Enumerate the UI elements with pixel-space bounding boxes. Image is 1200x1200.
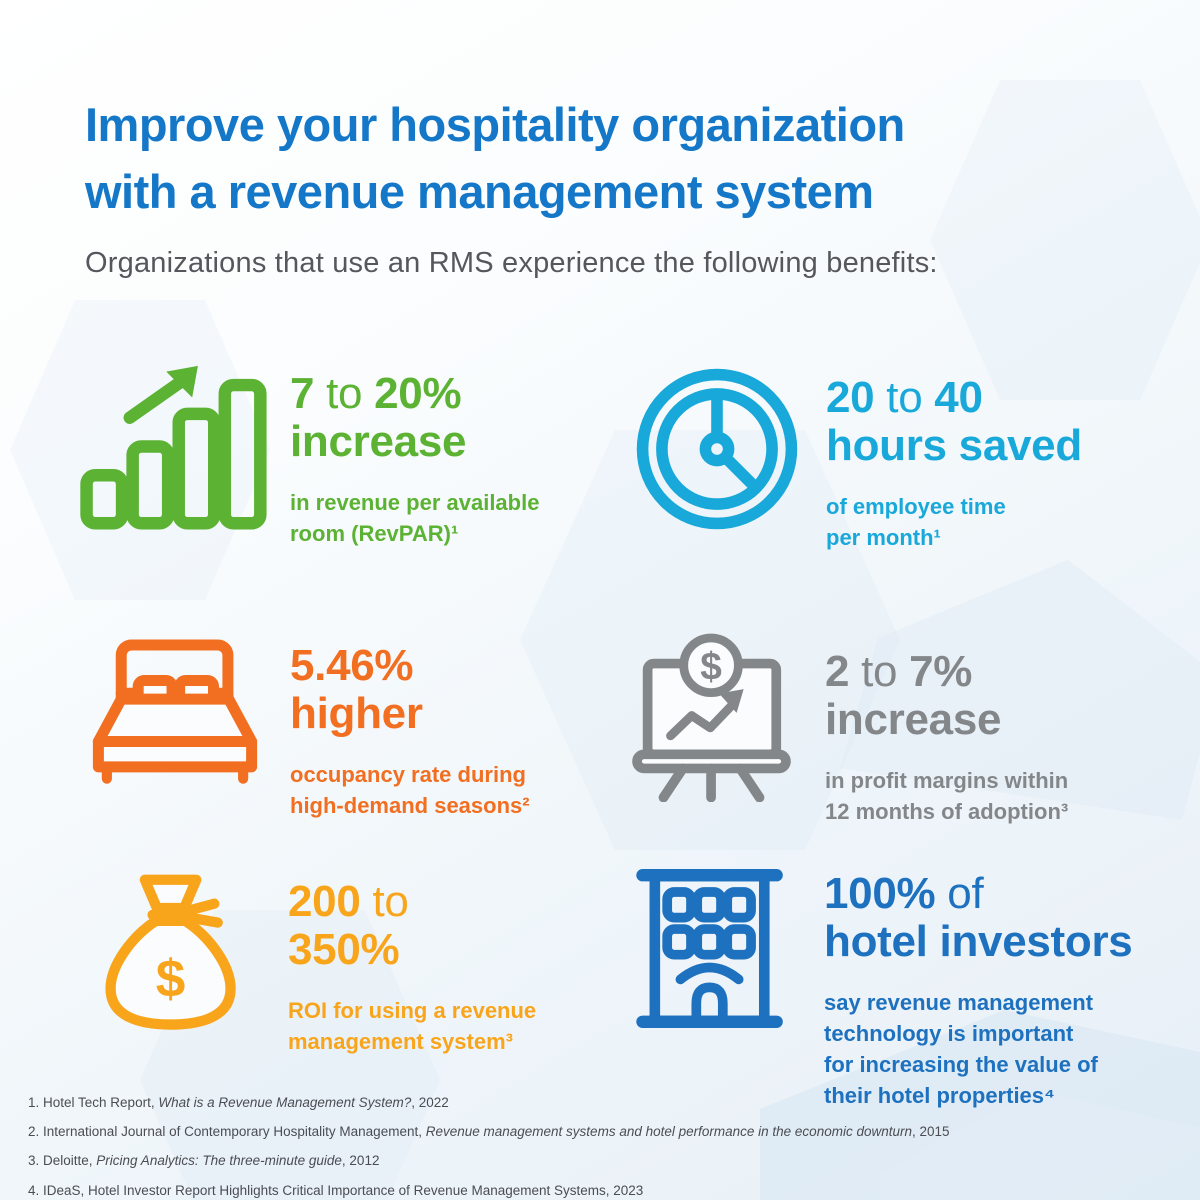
stat-occupancy-rate: 5.46% higher occupancy rate during high-… — [84, 638, 530, 821]
bed-icon — [84, 638, 266, 784]
stat-text: 7 to 20% increase in revenue per availab… — [290, 369, 540, 549]
stat-headline-line2: higher — [290, 689, 423, 739]
stat-revpar-increase: 7 to 20% increase in revenue per availab… — [76, 360, 539, 549]
stat-description: in profit margins within 12 months of ad… — [825, 767, 1069, 825]
stat-headline: 200 to — [288, 877, 409, 926]
stat-description: say revenue management technology is imp… — [824, 989, 1098, 1109]
header: Improve your hospitality organization wi… — [85, 92, 1145, 280]
stat-text: 100% of hotel investors say revenue mana… — [824, 869, 1133, 1112]
svg-text:$: $ — [700, 646, 722, 689]
stat-description: ROI for using a revenue management syste… — [288, 997, 537, 1055]
footnote-2: 2. International Journal of Contemporary… — [28, 1124, 950, 1140]
stat-description: in revenue per available room (RevPAR)¹ — [290, 489, 540, 547]
stat-headline: 20 to 40 — [826, 373, 983, 422]
footnote-3: 3. Deloitte, Pricing Analytics: The thre… — [28, 1153, 380, 1169]
money-bag-icon: $ — [96, 864, 246, 1042]
stat-headline-line2: increase — [825, 695, 1002, 745]
stat-hours-saved: 20 to 40 hours saved of employee time pe… — [630, 362, 1082, 553]
stat-text: 5.46% higher occupancy rate during high-… — [290, 641, 530, 821]
stat-description: occupancy rate during high-demand season… — [290, 761, 530, 819]
hotel-building-icon — [628, 862, 792, 1035]
profit-presentation-icon: $ — [630, 630, 793, 802]
stat-headline: 7 to 20% — [290, 369, 462, 418]
stat-text: 2 to 7% increase in profit margins withi… — [825, 647, 1069, 827]
clock-icon — [630, 362, 804, 536]
page-title: Improve your hospitality organization wi… — [85, 98, 905, 218]
stat-roi: $ 200 to 350% ROI for using a revenue ma… — [96, 864, 536, 1057]
stat-headline-line2: hotel investors — [824, 917, 1133, 967]
svg-text:$: $ — [156, 950, 186, 1009]
stat-profit-margin-increase: $ 2 to 7% increase in profit margins wit… — [630, 630, 1068, 827]
stat-headline: 5.46% — [290, 641, 414, 690]
footnotes: 1. Hotel Tech Report, What is a Revenue … — [28, 1094, 950, 1200]
stat-headline-line2: increase — [290, 417, 467, 467]
stat-headline-line2: 350% — [288, 925, 400, 975]
stat-headline: 100% of — [824, 869, 984, 918]
stat-headline-line2: hours saved — [826, 421, 1082, 471]
footnote-4: 4. IDeaS, Hotel Investor Report Highligh… — [28, 1182, 644, 1198]
page-subtitle: Organizations that use an RMS experience… — [85, 247, 938, 280]
stat-text: 200 to 350% ROI for using a revenue mana… — [288, 877, 537, 1057]
stat-hotel-investors: 100% of hotel investors say revenue mana… — [628, 862, 1133, 1112]
footnote-1: 1. Hotel Tech Report, What is a Revenue … — [28, 1095, 449, 1110]
stat-text: 20 to 40 hours saved of employee time pe… — [826, 373, 1082, 553]
stat-description: of employee time per month¹ — [826, 493, 1006, 551]
stat-headline: 2 to 7% — [825, 647, 973, 696]
bar-chart-growth-icon — [76, 360, 268, 533]
